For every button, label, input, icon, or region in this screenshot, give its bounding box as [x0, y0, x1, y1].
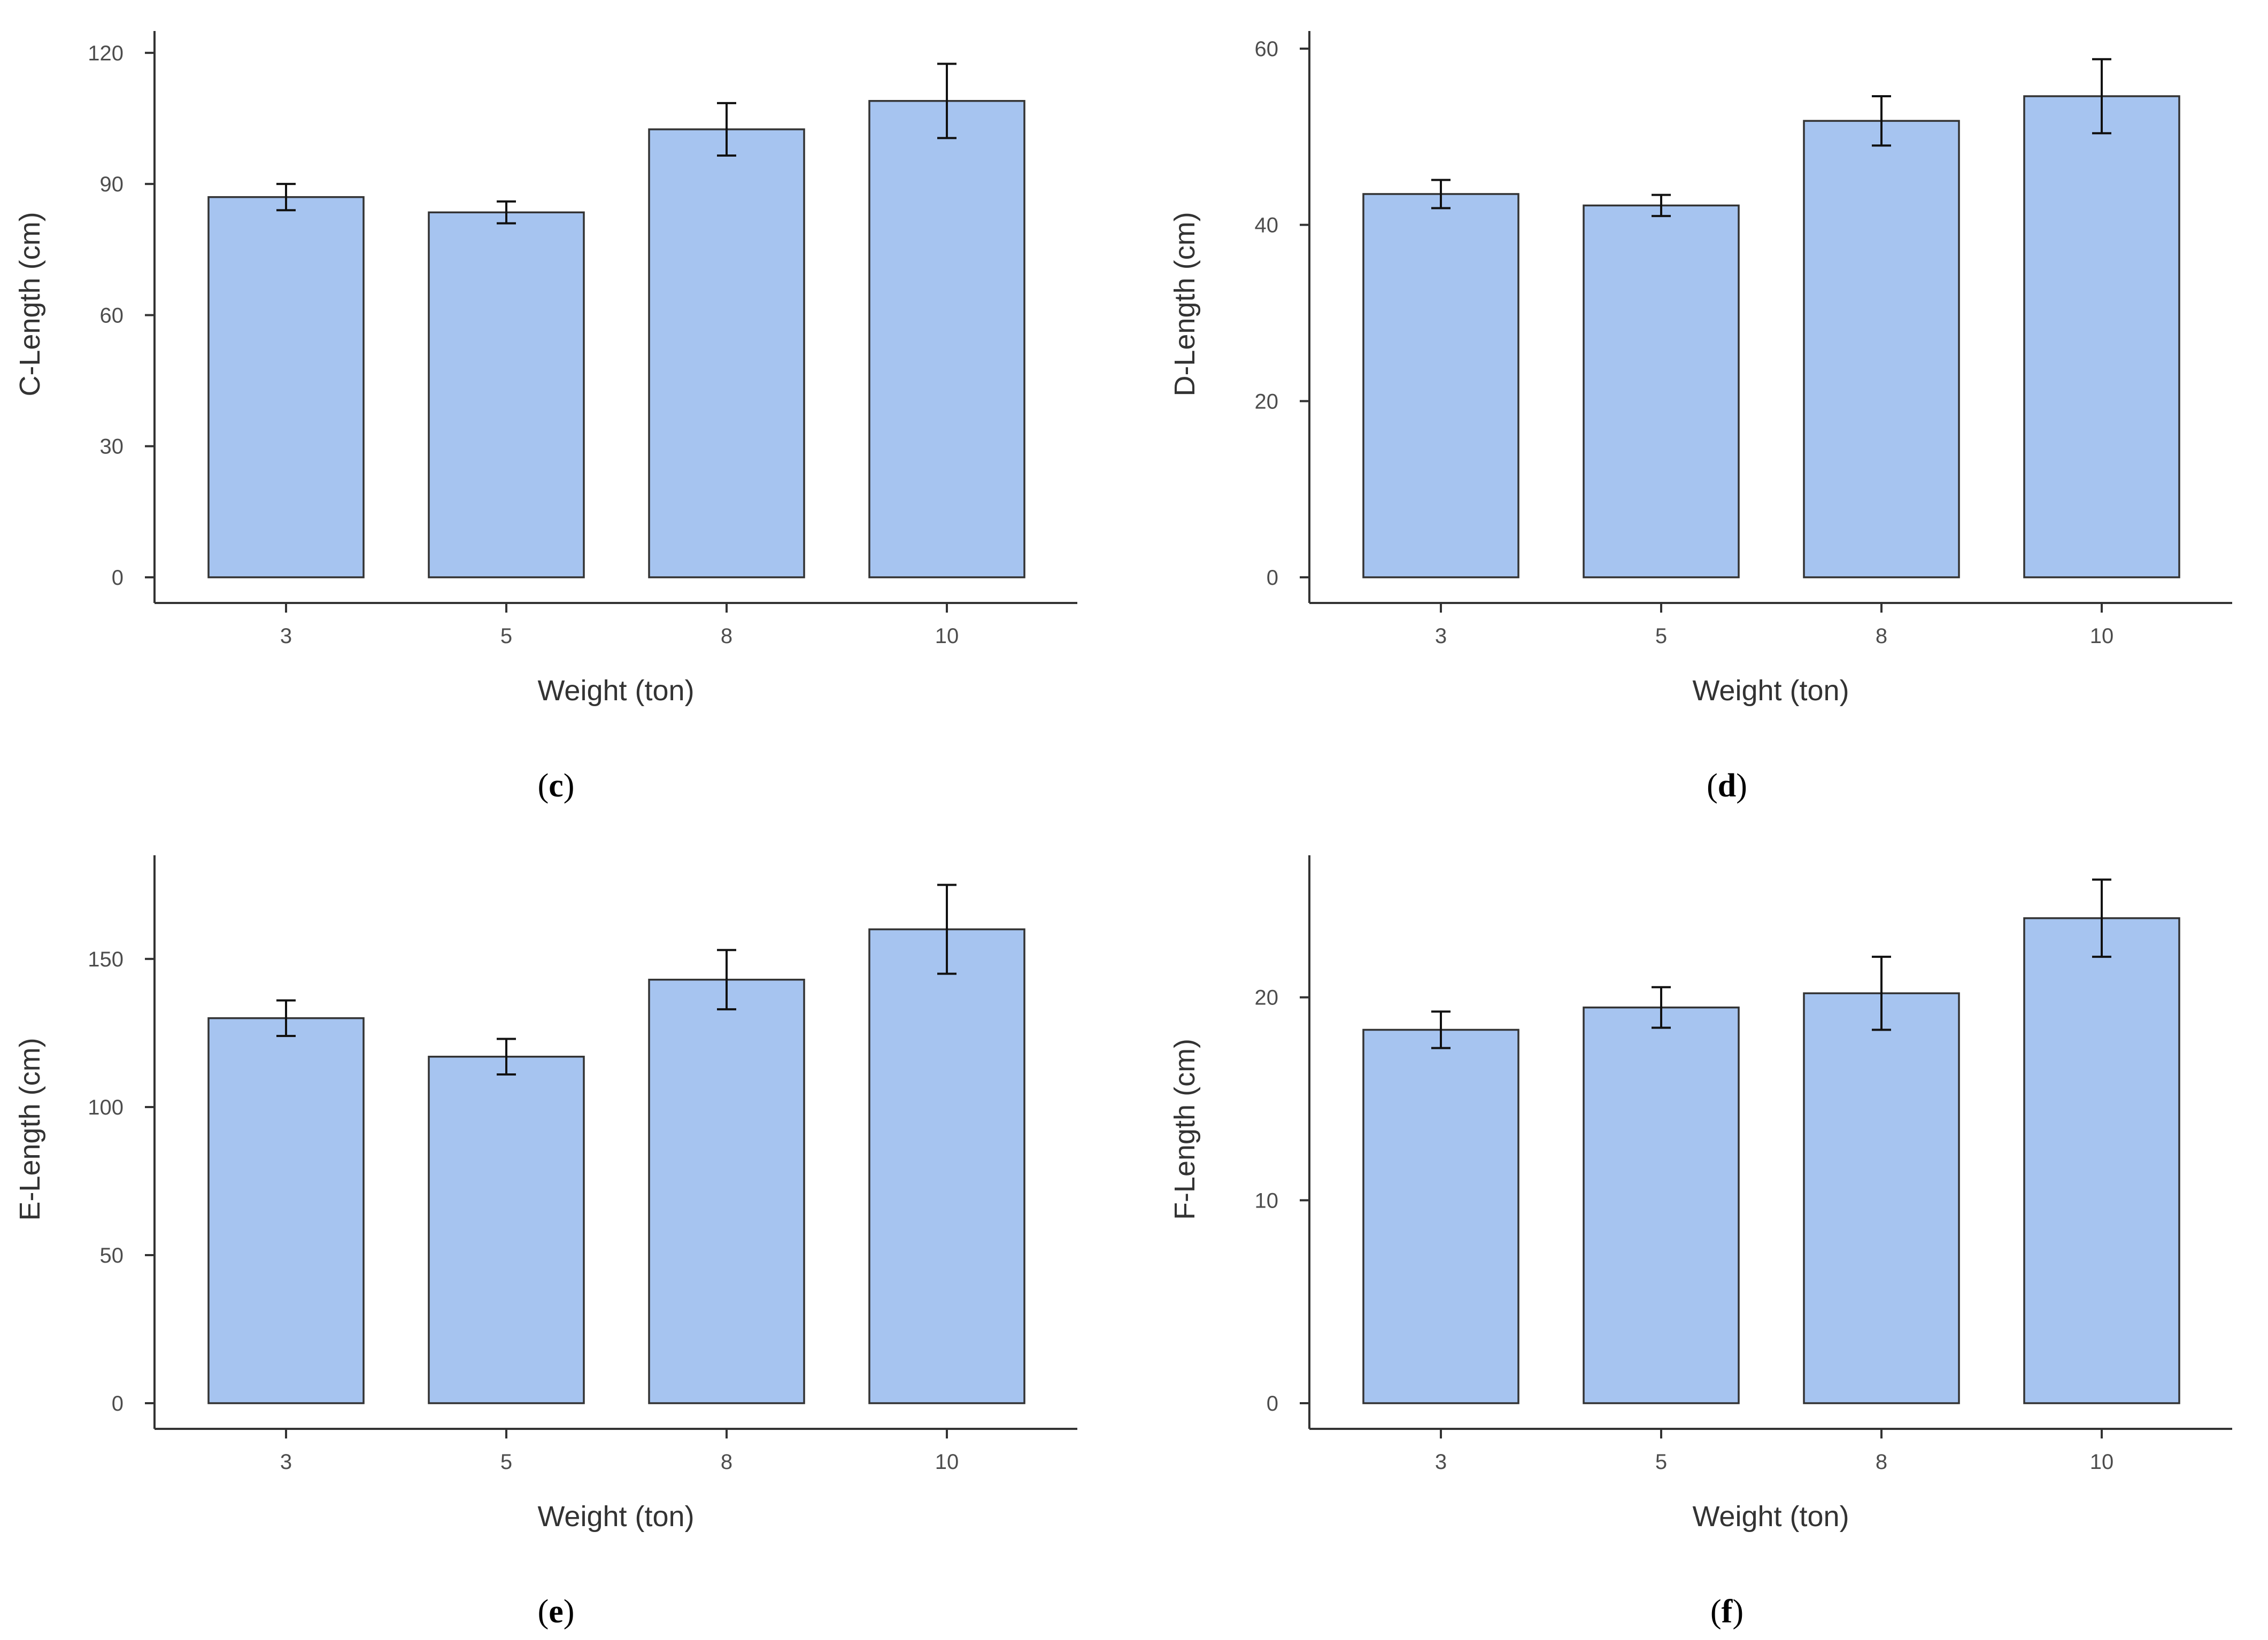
panel-label: (d)	[1707, 768, 1747, 804]
bar-5	[1583, 204, 1740, 578]
y-tick-label: 10	[1255, 1189, 1279, 1212]
error-bar-10	[937, 884, 956, 975]
x-tick-label: 3	[280, 1450, 292, 1474]
bar-5	[428, 1056, 585, 1404]
bar-3	[207, 196, 365, 578]
y-tick-label: 0	[1267, 566, 1278, 590]
y-tick-label: 30	[100, 435, 124, 459]
chart-panel-d: 0 20 40 60 3 5 8 10 Weight (ton) D-Length (cm) (d)	[1169, 31, 2232, 804]
chart-panel-e: 0 50 100 150 3 5 8 10 Weight (ton) E-Length (cm) (…	[14, 855, 1077, 1630]
chart-panel-f: 0 10 20 3 5 8 10 Weight (ton) F-Length (cm) (f)	[1169, 855, 2232, 1630]
bar-10	[2023, 95, 2180, 578]
chart-panel-c: 0 30 60 90 120 3 5 8 10 Weight (ton) C-Length (cm)…	[14, 31, 1077, 804]
x-tick-label: 10	[2090, 624, 2114, 648]
y-axis-title: F-Length (cm)	[1169, 1039, 1201, 1220]
panel-label: (f)	[1710, 1593, 1744, 1630]
bar-8	[648, 978, 805, 1404]
y-tick-label: 100	[88, 1096, 124, 1119]
x-axis-title: Weight (ton)	[1692, 1500, 1849, 1533]
x-tick-label: 8	[1876, 624, 1887, 648]
y-tick-label: 150	[88, 948, 124, 971]
x-axis-title: Weight (ton)	[1692, 675, 1849, 707]
x-tick-label: 10	[935, 624, 959, 648]
bar-3	[207, 1017, 365, 1404]
y-tick-label: 40	[1255, 214, 1279, 237]
y-axis-title: D-Length (cm)	[1169, 212, 1201, 396]
x-tick-label: 8	[721, 1450, 732, 1474]
x-tick-label: 10	[2090, 1450, 2114, 1474]
y-tick-label: 60	[100, 304, 124, 327]
y-tick-label: 60	[1255, 37, 1279, 61]
error-bar-10	[2092, 58, 2111, 135]
bar-3	[1362, 1028, 1519, 1404]
panel-letter: f	[1722, 1593, 1733, 1630]
panel-label: (c)	[538, 768, 575, 804]
bar-10	[868, 928, 1025, 1404]
y-tick-label: 20	[1255, 390, 1279, 413]
panel-letter: d	[1718, 768, 1736, 804]
x-tick-label: 8	[721, 624, 732, 648]
y-tick-label: 0	[112, 566, 124, 590]
x-tick-label: 3	[1435, 624, 1447, 648]
bar-8	[1803, 120, 1960, 578]
x-axis-title: Weight (ton)	[537, 675, 694, 707]
x-tick-label: 3	[280, 624, 292, 648]
error-bar-5	[497, 1038, 516, 1076]
y-tick-label: 0	[112, 1392, 124, 1415]
y-axis-title: E-Length (cm)	[14, 1038, 46, 1220]
bar-5	[428, 211, 585, 578]
error-bar-10	[2092, 878, 2111, 958]
error-bar-8	[1872, 95, 1891, 147]
error-bar-8	[717, 102, 736, 157]
error-bar-3	[276, 183, 296, 212]
y-tick-label: 120	[88, 42, 124, 65]
error-bar-5	[497, 200, 516, 225]
x-tick-label: 8	[1876, 1450, 1887, 1474]
error-bar-3	[1431, 179, 1451, 210]
bar-10	[2023, 917, 2180, 1404]
error-bar-8	[717, 949, 736, 1011]
panel-label: (e)	[538, 1593, 575, 1630]
y-tick-label: 50	[100, 1244, 124, 1267]
error-bar-5	[1652, 986, 1671, 1029]
error-bar-3	[276, 999, 296, 1037]
y-axis-title: C-Length (cm)	[14, 212, 46, 396]
x-tick-label: 5	[1655, 624, 1667, 648]
panel-letter: e	[549, 1593, 564, 1630]
bar-10	[868, 100, 1025, 578]
x-tick-label: 3	[1435, 1450, 1447, 1474]
y-tick-label: 0	[1267, 1392, 1278, 1415]
bar-8	[1803, 992, 1960, 1404]
error-bar-10	[937, 63, 956, 140]
bar-5	[1583, 1006, 1740, 1404]
panel-letter: c	[549, 768, 564, 804]
bar-8	[648, 128, 805, 578]
error-bar-3	[1431, 1010, 1451, 1049]
x-tick-label: 5	[500, 1450, 512, 1474]
error-bar-8	[1872, 955, 1891, 1031]
error-bar-5	[1652, 194, 1671, 218]
y-tick-label: 20	[1255, 986, 1279, 1010]
bar-3	[1362, 193, 1519, 578]
x-tick-label: 5	[1655, 1450, 1667, 1474]
x-tick-label: 5	[500, 624, 512, 648]
x-tick-label: 10	[935, 1450, 959, 1474]
x-axis-title: Weight (ton)	[537, 1500, 694, 1533]
y-tick-label: 90	[100, 173, 124, 196]
